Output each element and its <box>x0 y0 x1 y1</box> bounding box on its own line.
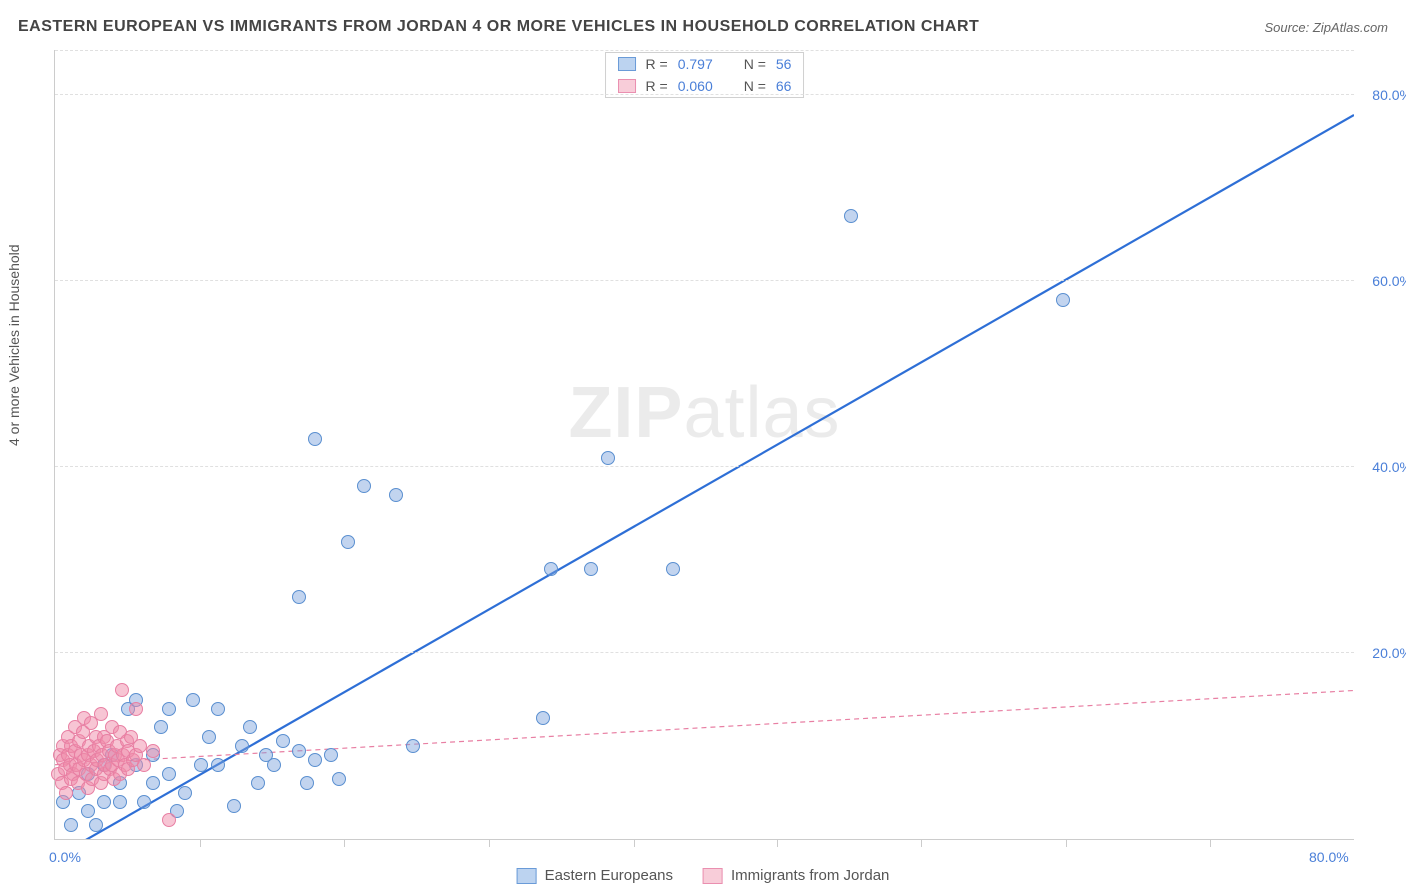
y-tick-label: 80.0% <box>1362 87 1406 103</box>
data-point <box>89 818 103 832</box>
data-point <box>211 702 225 716</box>
data-point <box>186 693 200 707</box>
legend-swatch <box>703 868 723 884</box>
legend-label: Immigrants from Jordan <box>731 867 889 884</box>
data-point <box>227 799 241 813</box>
stats-row: R = 0.797 N = 56 <box>606 53 804 75</box>
x-minor-tick <box>1210 839 1211 847</box>
data-point <box>59 786 73 800</box>
data-point <box>202 730 216 744</box>
bottom-legend: Eastern Europeans Immigrants from Jordan <box>517 867 890 884</box>
y-tick-label: 40.0% <box>1362 459 1406 475</box>
n-label: N = <box>744 78 766 94</box>
n-value: 66 <box>776 78 792 94</box>
legend-label: Eastern Europeans <box>545 867 673 884</box>
data-point <box>536 711 550 725</box>
data-point <box>844 209 858 223</box>
data-point <box>162 813 176 827</box>
legend-swatch <box>517 868 537 884</box>
x-minor-tick <box>200 839 201 847</box>
data-point <box>129 702 143 716</box>
x-minor-tick <box>344 839 345 847</box>
data-point <box>584 562 598 576</box>
data-point <box>94 707 108 721</box>
data-point <box>276 734 290 748</box>
data-point <box>64 818 78 832</box>
x-minor-tick <box>921 839 922 847</box>
data-point <box>341 535 355 549</box>
data-point <box>389 488 403 502</box>
x-tick-label: 0.0% <box>49 849 81 865</box>
watermark: ZIPatlas <box>568 372 840 454</box>
data-point <box>267 758 281 772</box>
data-point <box>406 739 420 753</box>
data-point <box>308 432 322 446</box>
data-point <box>97 795 111 809</box>
data-point <box>162 702 176 716</box>
data-point <box>81 804 95 818</box>
x-minor-tick <box>777 839 778 847</box>
gridline-h <box>55 466 1354 467</box>
data-point <box>211 758 225 772</box>
data-point <box>601 451 615 465</box>
data-point <box>154 720 168 734</box>
data-point <box>235 739 249 753</box>
data-point <box>544 562 558 576</box>
data-point <box>178 786 192 800</box>
data-point <box>243 720 257 734</box>
data-point <box>292 744 306 758</box>
r-label: R = <box>646 78 668 94</box>
r-value: 0.060 <box>678 78 728 94</box>
x-minor-tick <box>489 839 490 847</box>
data-point <box>146 776 160 790</box>
plot-area: ZIPatlas R =0.797N =56R =0.060N =66 20.0… <box>54 50 1354 840</box>
data-point <box>1056 293 1070 307</box>
data-point <box>300 776 314 790</box>
data-point <box>162 767 176 781</box>
y-tick-label: 60.0% <box>1362 273 1406 289</box>
gridline-h <box>55 652 1354 653</box>
y-tick-label: 20.0% <box>1362 645 1406 661</box>
gridline-h <box>55 94 1354 95</box>
legend-item: Immigrants from Jordan <box>703 867 889 884</box>
y-axis-label: 4 or more Vehicles in Household <box>6 244 22 446</box>
source-label: Source: ZipAtlas.com <box>1264 20 1388 35</box>
chart-title: EASTERN EUROPEAN VS IMMIGRANTS FROM JORD… <box>18 18 979 36</box>
n-label: N = <box>744 56 766 72</box>
x-minor-tick <box>1066 839 1067 847</box>
stats-legend: R = 0.797 N = 56 R = 0.060 N = 66 <box>605 52 805 98</box>
gridline-h <box>55 50 1354 51</box>
r-value: 0.797 <box>678 56 728 72</box>
gridline-h <box>55 280 1354 281</box>
data-point <box>324 748 338 762</box>
data-point <box>137 795 151 809</box>
legend-swatch <box>618 79 636 93</box>
legend-swatch <box>618 57 636 71</box>
data-point <box>308 753 322 767</box>
data-point <box>113 795 127 809</box>
data-point <box>357 479 371 493</box>
title-bar: EASTERN EUROPEAN VS IMMIGRANTS FROM JORD… <box>18 18 1388 36</box>
r-label: R = <box>646 56 668 72</box>
data-point <box>292 590 306 604</box>
legend-item: Eastern Europeans <box>517 867 673 884</box>
data-point <box>332 772 346 786</box>
data-point <box>115 683 129 697</box>
data-point <box>133 739 147 753</box>
data-point <box>194 758 208 772</box>
x-tick-label: 80.0% <box>1309 849 1349 865</box>
n-value: 56 <box>776 56 792 72</box>
data-point <box>666 562 680 576</box>
data-point <box>137 758 151 772</box>
data-point <box>146 744 160 758</box>
x-minor-tick <box>634 839 635 847</box>
data-point <box>251 776 265 790</box>
